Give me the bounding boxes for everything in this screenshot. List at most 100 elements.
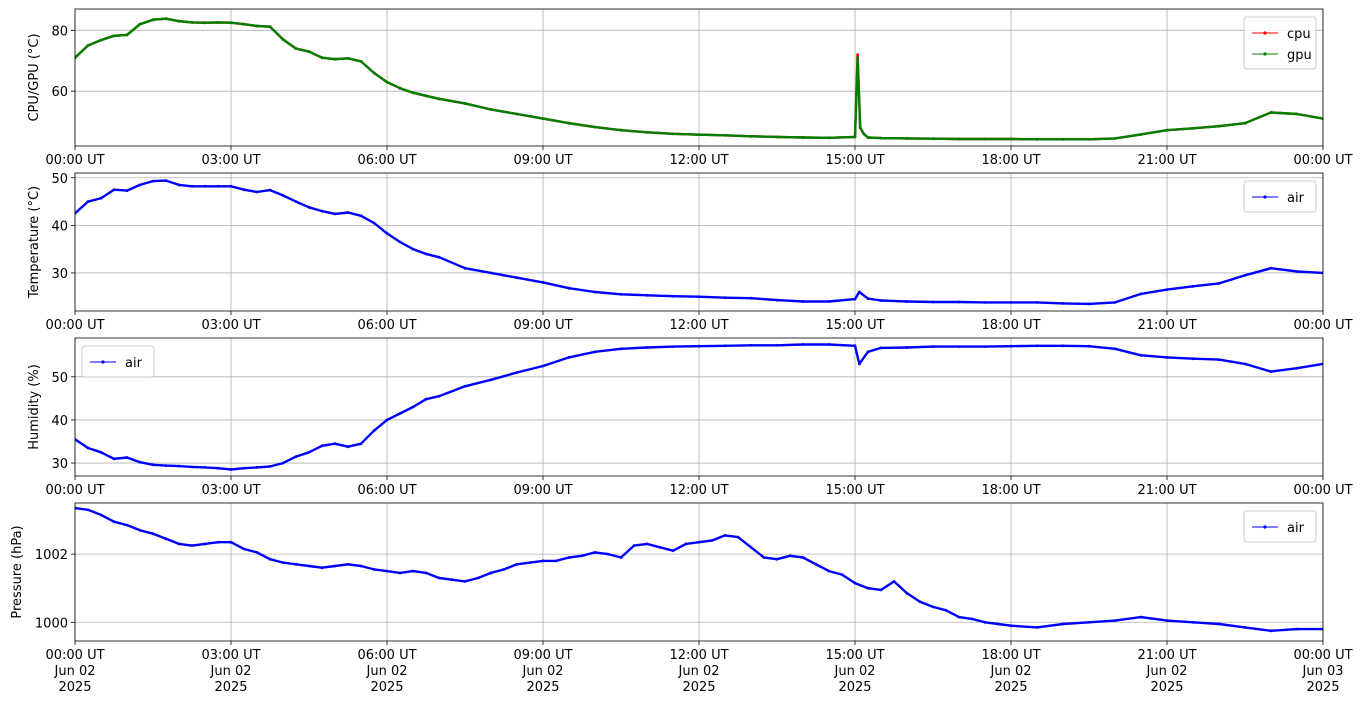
data-point [1243,626,1247,629]
data-point [801,343,805,346]
data-point [307,205,311,209]
data-point [1217,124,1221,128]
data-point [489,108,493,111]
data-point [983,301,987,304]
x-tick-label: 00:00 UT [1293,153,1352,168]
data-point [1139,133,1143,136]
data-point [801,136,805,139]
x-tick-label: 09:00 UT [513,318,572,333]
data-point [1113,347,1117,351]
x-tick-label: 21:00 UT [1137,483,1196,498]
data-point [411,247,415,251]
data-point [723,296,727,300]
legend: air [81,345,155,378]
data-point [281,38,285,41]
data-point [1087,344,1091,348]
data-point [112,457,116,461]
data-point [229,540,233,544]
data-point [593,551,597,554]
data-point [281,194,285,197]
y-tick-label: 30 [51,267,68,282]
data-point [307,50,311,53]
data-point [385,569,389,573]
data-point [216,466,220,470]
x-tick-label: 06:00 UT [357,483,416,498]
data-point [164,17,168,21]
data-point [645,130,649,134]
data-point [1139,615,1143,619]
data-point [1035,137,1039,141]
legend-marker [1263,525,1267,529]
data-point [862,132,866,136]
x-tick-label: 03:00 UT [201,318,260,333]
data-point [1035,344,1039,348]
data-point [970,617,974,621]
data-point [138,460,142,464]
data-point [931,137,935,141]
data-point [1191,357,1195,361]
data-point [775,343,779,347]
data-point [1139,292,1143,296]
legend-entry-gpu: gpu [1252,48,1312,63]
data-point [723,133,727,137]
data-point [1243,121,1247,125]
data-point [632,544,636,547]
data-point [541,117,545,120]
data-point [203,542,207,546]
x-tick-label: 21:00 UT [1137,318,1196,333]
data-point [229,184,233,188]
legend-entry-air: air [1252,191,1305,206]
data-point [294,200,298,204]
data-point [1165,288,1169,291]
data-point [125,523,129,527]
data-point [125,456,129,459]
data-point [580,554,584,558]
legend-entry-air: air [1252,521,1305,536]
data-point [346,562,350,566]
x-tick-label: 00:00 UT Jun 03 2025 [1293,648,1352,695]
y-axis-label: Humidity (%) [27,364,42,450]
data-point [99,38,103,42]
data-point [138,528,142,532]
data-point [1061,344,1065,348]
y-tick-label: 1002 [35,548,68,563]
data-point [489,378,493,382]
data-point [242,466,246,470]
data-point [112,520,116,524]
data-point [567,286,571,290]
data-point [320,209,324,213]
data-point [697,133,701,137]
data-point [957,137,961,141]
data-point [671,549,675,553]
x-tick-label: 12:00 UT [669,153,728,168]
data-point [346,56,350,60]
data-point [801,300,805,303]
data-point [619,347,623,351]
x-tick-label: 03:00 UT Jun 02 2025 [201,648,260,695]
data-point [857,362,861,366]
data-point [827,300,831,303]
y-axis-label: Pressure (hPa) [10,525,25,618]
data-point [918,600,922,604]
x-tick-label: 21:00 UT [1137,153,1196,168]
legend: air [1243,180,1317,213]
data-point [1165,356,1169,359]
data-point [463,266,467,270]
y-tick-label: 50 [51,371,68,386]
x-tick-label: 12:00 UT [669,483,728,498]
data-point [255,551,259,554]
data-point [502,568,506,571]
data-point [216,21,220,24]
data-point [606,552,610,556]
data-point [749,343,753,347]
data-point [489,271,493,275]
data-point [151,532,155,536]
x-tick-label: 06:00 UT [357,153,416,168]
data-point [944,608,948,612]
data-point [858,126,862,130]
data-point [957,615,961,619]
data-point [957,345,961,348]
data-point [827,343,831,346]
data-point [86,44,90,47]
